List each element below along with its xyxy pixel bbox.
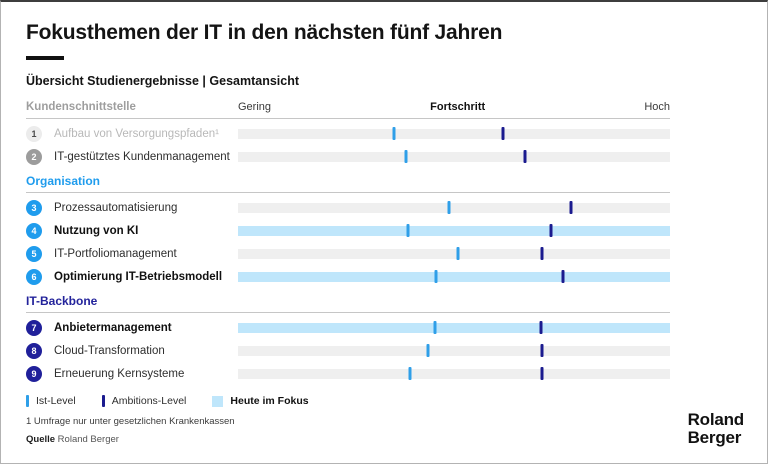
axis-header-row: Kundenschnittstelle Gering Fortschritt H… — [26, 101, 670, 119]
topic-label: Erneuerung Kernsysteme — [54, 367, 185, 380]
axis-labels: Gering Fortschritt Hoch — [238, 101, 670, 113]
section-title-kundenschnittstelle: Kundenschnittstelle — [26, 101, 136, 113]
source-label: Quelle — [26, 434, 56, 445]
progress-track — [238, 367, 670, 380]
topic-number-badge: 6 — [26, 268, 42, 285]
topic-number-badge: 4 — [26, 222, 42, 239]
progress-track-highlighted — [238, 270, 670, 283]
legend: Ist-Level Ambitions-Level Heute im Fokus — [26, 395, 743, 407]
title-underline-rule — [26, 56, 64, 60]
section-kundenschnittstelle-rows: 1 Aufbau von Versorgungspfaden¹ 2 IT-ges… — [26, 119, 670, 168]
ist-level-marker — [456, 247, 460, 260]
section-it-backbone-rows: 7 Anbietermanagement 8 Cloud-Transformat… — [26, 313, 670, 385]
source-value: Roland Berger — [55, 434, 119, 445]
page-subtitle: Übersicht Studienergebnisse | Gesamtansi… — [26, 74, 300, 88]
dumbbell-chart: Kundenschnittstelle Gering Fortschritt H… — [26, 101, 670, 385]
ist-level-marker — [426, 344, 430, 357]
topic-row-3: 3 Prozessautomatisierung — [26, 196, 670, 219]
topic-row-1: 1 Aufbau von Versorgungspfaden¹ — [26, 122, 670, 145]
ambitions-level-tick-icon — [101, 395, 105, 407]
ist-level-marker — [434, 270, 438, 283]
topic-row-7: 7 Anbietermanagement — [26, 316, 670, 339]
topic-label: IT-gestütztes Kundenmanagement — [54, 150, 230, 163]
topic-row-8: 8 Cloud-Transformation — [26, 339, 670, 362]
axis-label-gering: Gering — [238, 101, 272, 113]
topic-number-badge: 9 — [26, 365, 42, 382]
heute-im-fokus-swatch-icon — [212, 395, 224, 407]
axis-label-fortschritt: Fortschritt — [430, 101, 486, 113]
section-title-organisation: Organisation — [26, 174, 670, 193]
ambitions-level-marker — [539, 321, 543, 334]
ambitions-level-marker — [501, 127, 505, 140]
topic-number-badge: 2 — [26, 148, 42, 165]
ist-level-tick-icon — [26, 395, 29, 407]
topic-row-5: 5 IT-Portfoliomanagement — [26, 242, 670, 265]
ambitions-level-marker — [523, 150, 527, 163]
section-organisation-rows: 3 Prozessautomatisierung 4 Nutzung von K… — [26, 193, 670, 288]
ambitions-level-marker — [549, 224, 553, 237]
legend-label: Ist-Level — [36, 395, 76, 407]
progress-track — [238, 247, 670, 260]
source-line: Quelle Roland Berger — [26, 434, 743, 445]
ist-level-marker — [392, 127, 396, 140]
progress-track — [238, 344, 670, 357]
ist-level-marker — [404, 150, 408, 163]
legend-label: Ambitions-Level — [111, 395, 187, 407]
legend-item-ambitions-level: Ambitions-Level — [101, 395, 187, 407]
legend-item-heute-im-fokus: Heute im Fokus — [212, 395, 309, 407]
legend-item-ist-level: Ist-Level — [26, 395, 76, 407]
ambitions-level-marker — [569, 201, 573, 214]
progress-track — [238, 150, 670, 163]
ambitions-level-marker — [540, 344, 544, 357]
logo-line-1: Roland — [687, 409, 745, 429]
axis-label-hoch: Hoch — [644, 101, 670, 113]
progress-track-highlighted — [238, 321, 670, 334]
topic-label: Cloud-Transformation — [54, 344, 165, 357]
progress-track-highlighted — [238, 224, 670, 237]
topic-row-6: 6 Optimierung IT-Betriebsmodell — [26, 265, 670, 288]
topic-number-badge: 8 — [26, 342, 42, 359]
legend-label: Heute im Fokus — [230, 395, 309, 407]
topic-label: Anbietermanagement — [54, 321, 172, 334]
topic-label: Nutzung von KI — [54, 224, 139, 237]
ambitions-level-marker — [540, 247, 544, 260]
ambitions-level-marker — [561, 270, 565, 283]
topic-number-badge: 7 — [26, 319, 42, 336]
topic-label: Optimierung IT-Betriebsmodell — [54, 270, 223, 283]
section-title-it-backbone: IT-Backbone — [26, 294, 670, 313]
topic-row-2: 2 IT-gestütztes Kundenmanagement — [26, 145, 670, 168]
footnote: 1 Umfrage nur unter gesetzlichen Kranken… — [26, 416, 235, 427]
logo-line-2: Berger — [687, 427, 742, 447]
progress-track — [238, 127, 670, 140]
ist-level-marker — [406, 224, 410, 237]
roland-berger-logo: Roland Berger — [687, 409, 745, 447]
progress-track — [238, 201, 670, 214]
topic-number-badge: 5 — [26, 245, 42, 262]
topic-row-9: 9 Erneuerung Kernsysteme — [26, 362, 670, 385]
topic-number-badge: 1 — [26, 125, 42, 142]
topic-label: Prozessautomatisierung — [54, 201, 178, 214]
ist-level-marker — [433, 321, 437, 334]
topic-row-4: 4 Nutzung von KI — [26, 219, 670, 242]
page-title: Fokusthemen der IT in den nächsten fünf … — [26, 21, 503, 44]
topic-label: IT-Portfoliomanagement — [54, 247, 177, 260]
ambitions-level-marker — [540, 367, 544, 380]
ist-level-marker — [408, 367, 412, 380]
ist-level-marker — [447, 201, 451, 214]
topic-label: Aufbau von Versorgungspfaden¹ — [54, 127, 219, 140]
topic-number-badge: 3 — [26, 199, 42, 216]
